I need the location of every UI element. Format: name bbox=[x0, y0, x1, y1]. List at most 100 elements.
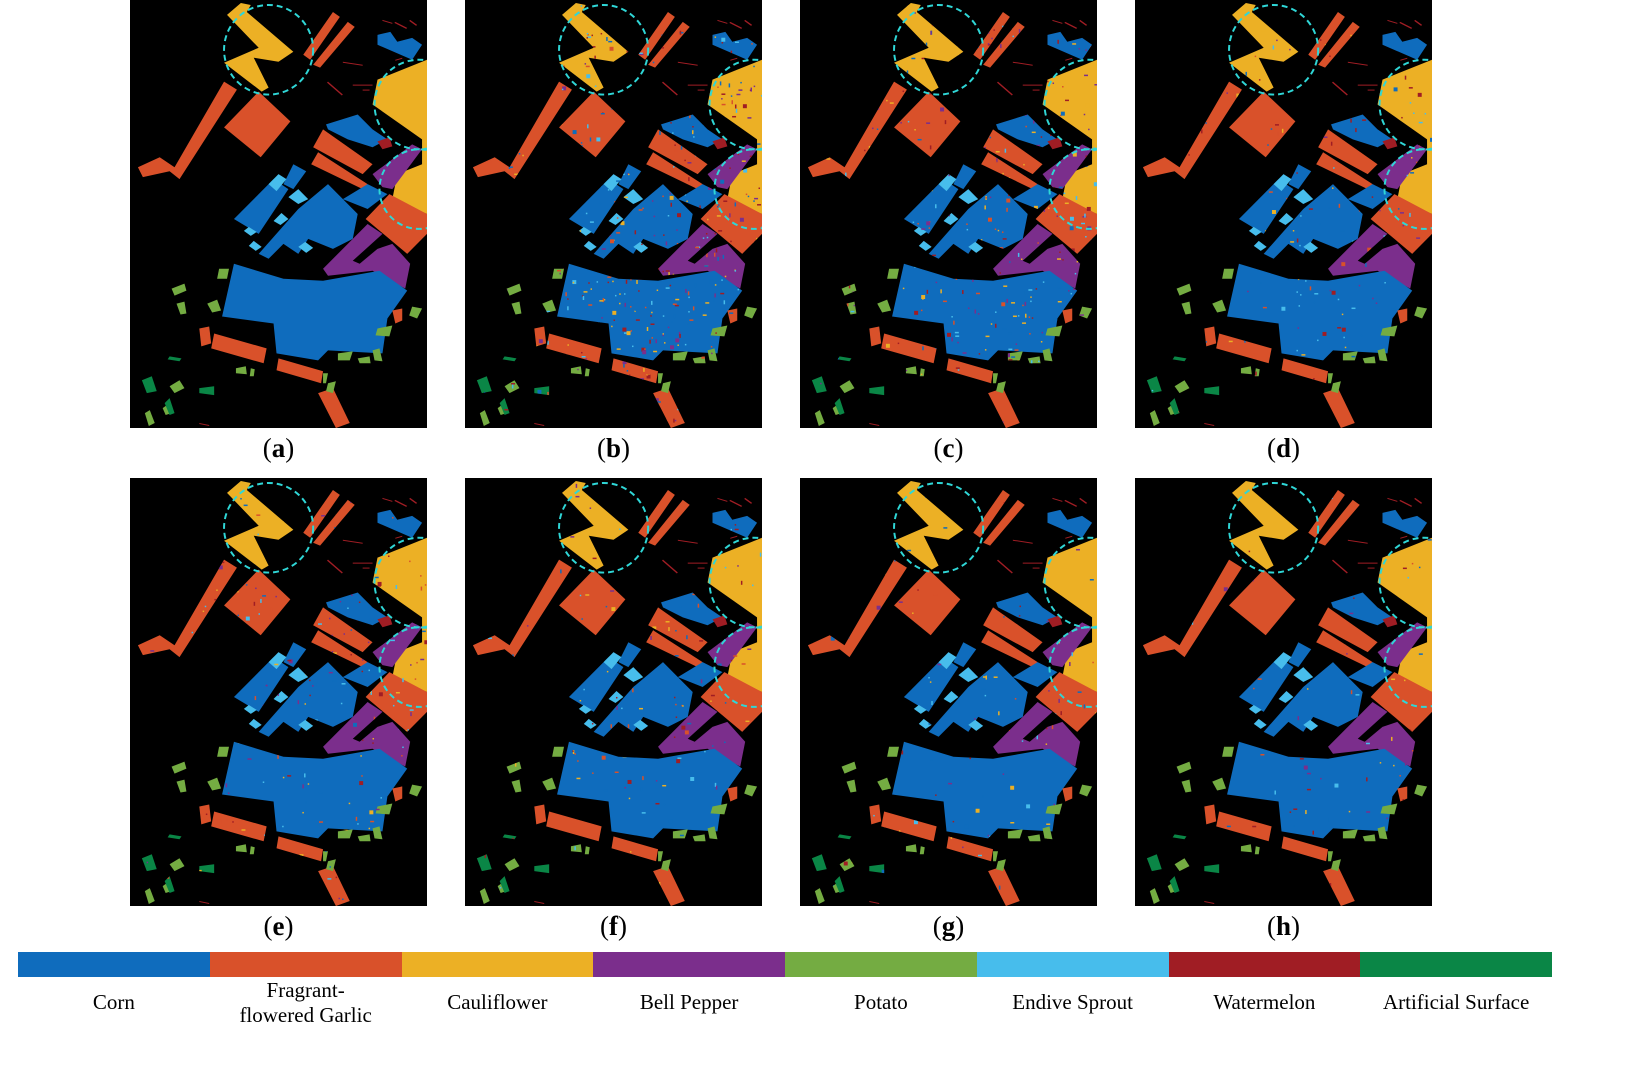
field-fragrant-flowered-garlic bbox=[318, 866, 350, 906]
field-potato bbox=[1380, 803, 1398, 815]
field-fragrant-flowered-garlic bbox=[1318, 21, 1360, 68]
field-endive-sprout bbox=[938, 652, 957, 670]
highlight-circle bbox=[378, 626, 427, 708]
field-potato bbox=[744, 306, 758, 319]
field-artificial-surface bbox=[141, 854, 157, 872]
paren: ( bbox=[1266, 433, 1276, 463]
paren: ( bbox=[262, 433, 272, 463]
field-fragrant-flowered-garlic bbox=[981, 630, 1038, 668]
panel-label-a: (a) bbox=[130, 433, 427, 464]
field-watermelon bbox=[1052, 19, 1063, 24]
highlight-circle bbox=[1378, 58, 1432, 151]
field-watermelon bbox=[342, 61, 363, 66]
field-fragrant-flowered-garlic bbox=[472, 81, 572, 180]
field-watermelon bbox=[744, 497, 753, 504]
field-bell-pepper bbox=[1328, 701, 1416, 767]
field-fragrant-flowered-garlic bbox=[973, 11, 1010, 60]
field-watermelon bbox=[327, 559, 343, 574]
field-potato bbox=[323, 851, 328, 862]
field-fragrant-flowered-garlic bbox=[276, 358, 324, 384]
field-fragrant-flowered-garlic bbox=[983, 499, 1025, 546]
field-potato bbox=[584, 368, 590, 377]
field-fragrant-flowered-garlic bbox=[1318, 129, 1378, 175]
field-fragrant-flowered-garlic bbox=[1370, 672, 1432, 732]
field-artificial-surface bbox=[1172, 356, 1187, 362]
field-fragrant-flowered-garlic bbox=[365, 194, 427, 254]
field-cauliflower bbox=[1377, 59, 1432, 214]
field-artificial-surface bbox=[502, 834, 517, 840]
field-corn bbox=[1288, 164, 1312, 190]
field-fragrant-flowered-garlic bbox=[611, 836, 659, 862]
field-bell-pepper bbox=[658, 701, 746, 767]
field-endive-sprout bbox=[248, 718, 262, 729]
field-potato bbox=[504, 858, 520, 872]
field-corn bbox=[593, 662, 693, 737]
field-fragrant-flowered-garlic bbox=[1318, 499, 1360, 546]
field-artificial-surface bbox=[834, 398, 845, 416]
field-potato bbox=[672, 351, 688, 361]
field-potato bbox=[1027, 834, 1041, 842]
field-potato bbox=[661, 859, 671, 872]
field-corn bbox=[1382, 509, 1428, 538]
classification-map-a bbox=[130, 0, 427, 428]
field-fragrant-flowered-garlic bbox=[653, 388, 685, 428]
field-fragrant-flowered-garlic bbox=[1216, 333, 1272, 364]
field-corn bbox=[1347, 184, 1393, 210]
field-fragrant-flowered-garlic bbox=[1229, 91, 1296, 158]
paren: ) bbox=[1291, 911, 1301, 941]
field-endive-sprout bbox=[968, 241, 984, 253]
field-artificial-surface bbox=[1172, 834, 1187, 840]
field-potato bbox=[877, 299, 892, 313]
field-potato bbox=[542, 777, 557, 791]
field-artificial-surface bbox=[811, 376, 827, 394]
field-corn bbox=[712, 509, 758, 538]
field-potato bbox=[1176, 283, 1192, 296]
field-potato bbox=[552, 268, 564, 279]
field-potato bbox=[672, 829, 688, 839]
field-corn bbox=[377, 31, 423, 60]
field-potato bbox=[169, 380, 185, 394]
panel-label-h: (h) bbox=[1135, 911, 1432, 942]
field-potato bbox=[905, 844, 917, 853]
field-fragrant-flowered-garlic bbox=[869, 326, 882, 347]
panel-label-b: (b) bbox=[465, 433, 762, 464]
field-potato bbox=[1342, 351, 1358, 361]
field-fragrant-flowered-garlic bbox=[199, 804, 212, 825]
field-fragrant-flowered-garlic bbox=[1397, 308, 1408, 324]
field-cauliflower bbox=[1042, 59, 1097, 214]
field-endive-sprout bbox=[608, 691, 624, 703]
field-fragrant-flowered-garlic bbox=[1204, 804, 1217, 825]
field-fragrant-flowered-garlic bbox=[983, 129, 1043, 175]
field-potato bbox=[1380, 325, 1398, 337]
field-bell-pepper bbox=[993, 223, 1081, 289]
field-potato bbox=[1042, 826, 1053, 840]
field-artificial-surface bbox=[199, 864, 215, 874]
field-corn bbox=[1238, 179, 1294, 234]
field-artificial-surface bbox=[476, 376, 492, 394]
field-fragrant-flowered-garlic bbox=[648, 21, 690, 68]
field-potato bbox=[235, 844, 247, 853]
paren: ( bbox=[1266, 911, 1276, 941]
field-potato bbox=[814, 410, 825, 427]
field-fragrant-flowered-garlic bbox=[313, 607, 373, 653]
field-bell-pepper bbox=[707, 144, 758, 190]
field-endive-sprout bbox=[633, 241, 649, 253]
field-cauliflower bbox=[1229, 480, 1299, 570]
legend-label: Watermelon bbox=[1213, 990, 1316, 1014]
field-potato bbox=[171, 761, 187, 774]
field-fragrant-flowered-garlic bbox=[211, 811, 267, 842]
field-potato bbox=[326, 859, 336, 872]
field-corn bbox=[342, 184, 388, 210]
field-corn bbox=[283, 642, 307, 668]
field-fragrant-flowered-garlic bbox=[311, 630, 368, 668]
field-watermelon bbox=[1347, 61, 1368, 66]
field-fragrant-flowered-garlic bbox=[700, 194, 762, 254]
field-endive-sprout bbox=[1248, 704, 1262, 714]
highlight-circle bbox=[1043, 536, 1097, 629]
field-fragrant-flowered-garlic bbox=[894, 91, 961, 158]
field-potato bbox=[375, 803, 393, 815]
field-bell-pepper bbox=[1377, 622, 1428, 668]
field-artificial-surface bbox=[167, 834, 182, 840]
highlight-circle bbox=[373, 536, 427, 629]
field-fragrant-flowered-garlic bbox=[472, 559, 572, 658]
